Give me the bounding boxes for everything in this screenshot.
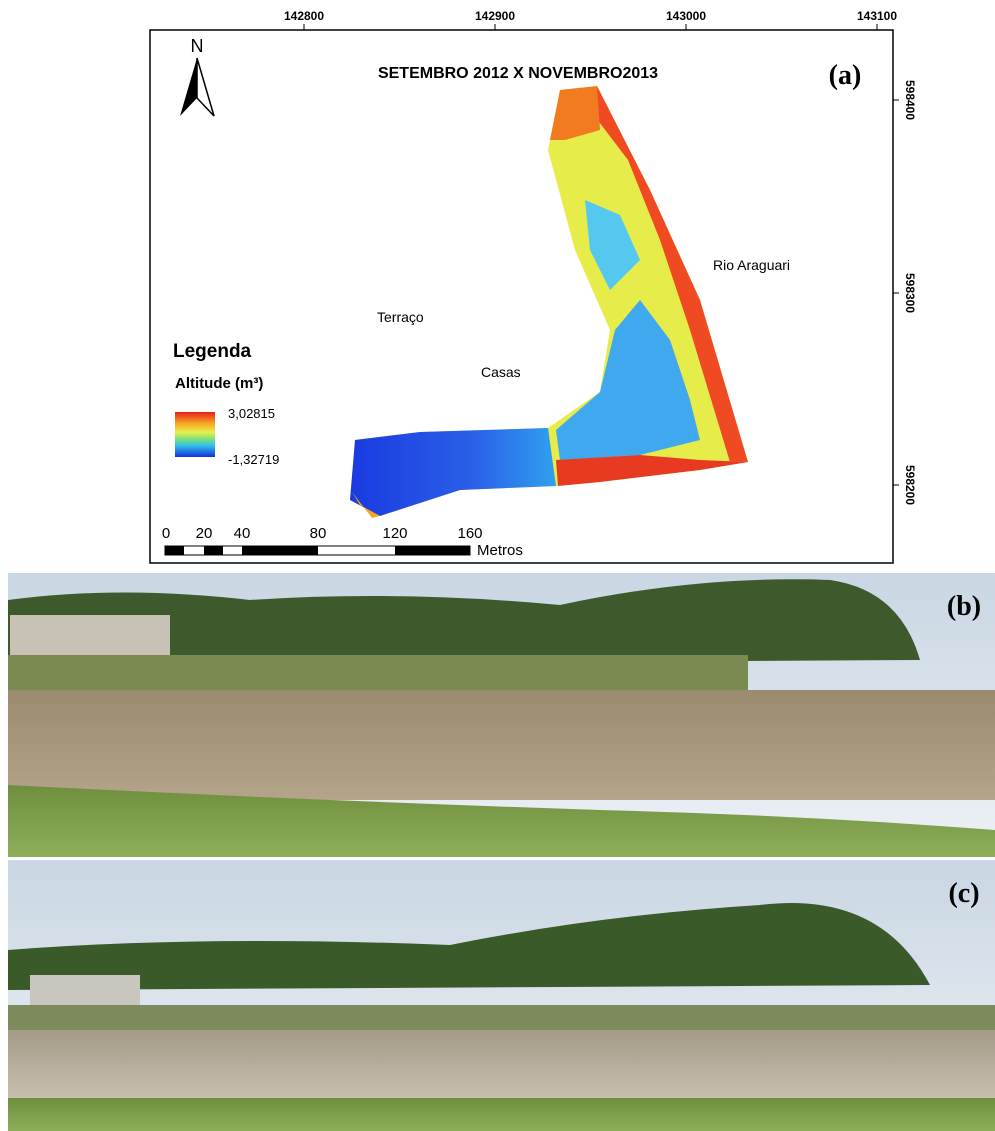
water <box>8 690 995 800</box>
scale-segment <box>165 546 184 555</box>
scale-unit: Metros <box>477 542 523 559</box>
scale-label: 80 <box>310 525 327 542</box>
panel-label: (c) <box>948 878 979 909</box>
y-tick-label: 598200 <box>903 465 917 505</box>
legend-max: 3,02815 <box>228 406 275 421</box>
exposed-bed <box>8 1030 995 1100</box>
houses <box>10 615 170 660</box>
photo-b: (b) <box>8 573 995 857</box>
scale-label: 40 <box>234 525 251 542</box>
scale-segment <box>242 546 318 555</box>
scale-segment <box>204 546 223 555</box>
photo-c: (c) <box>8 860 995 1131</box>
scale-label: 0 <box>162 525 170 542</box>
north-label: N <box>191 36 204 56</box>
panel-label: (a) <box>829 60 862 91</box>
scale-label: 160 <box>457 525 482 542</box>
scale-label: 120 <box>382 525 407 542</box>
place-label: Terraço <box>377 309 424 325</box>
scale-label: 20 <box>196 525 213 542</box>
x-ticks: 142800 142900 143000 143100 <box>284 9 897 30</box>
legend-min: -1,32719 <box>228 452 279 467</box>
map-title: SETEMBRO 2012 X NOVEMBRO2013 <box>378 65 658 82</box>
houses <box>30 975 140 1010</box>
y-tick-label: 598400 <box>903 80 917 120</box>
legend-ramp <box>175 412 215 457</box>
x-tick-label: 142900 <box>475 9 515 23</box>
figure: 142800 142900 143000 143100 598400 59830… <box>0 0 995 1131</box>
y-ticks: 598400 598300 598200 <box>893 80 917 505</box>
panel-label: (b) <box>947 591 981 622</box>
bank <box>8 655 748 695</box>
x-tick-label: 143100 <box>857 9 897 23</box>
body: 142800 142900 143000 143100 598400 59830… <box>0 0 995 1131</box>
place-label: Casas <box>481 364 521 380</box>
legend-subtitle: Altitude (m³) <box>175 375 263 392</box>
y-tick-label: 598300 <box>903 273 917 313</box>
x-tick-label: 143000 <box>666 9 706 23</box>
scale-segment <box>395 546 470 555</box>
legend-title: Legenda <box>173 341 252 362</box>
page: Figure {"map": {"title": "SETEMBRO 2012 … <box>0 0 995 1131</box>
x-tick-label: 142800 <box>284 9 324 23</box>
grass <box>8 1098 995 1131</box>
place-label: Rio Araguari <box>713 257 790 273</box>
map-panel: 142800 142900 143000 143100 598400 59830… <box>150 9 917 563</box>
